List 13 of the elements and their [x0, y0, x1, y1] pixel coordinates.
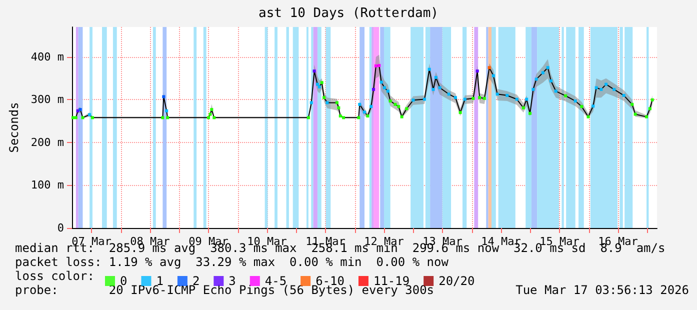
legend-title: loss color: — [15, 269, 94, 283]
chart-title: ast 10 Days (Rotterdam) — [258, 6, 439, 21]
y-tick-label: 0 — [57, 222, 64, 234]
y-tick-label: 200 m — [30, 136, 64, 149]
text: Tue Mar 17 03:56:13 2026 — [516, 283, 689, 297]
legend-label: 3 — [228, 274, 236, 288]
legend-label: 20/20 — [438, 274, 475, 288]
y-tick-label: 400 m — [30, 50, 64, 64]
legend-label: 1 — [156, 274, 164, 288]
y-tick-label: 300 m — [30, 93, 64, 106]
y-tick-label: 100 m — [30, 178, 64, 192]
y-axis-title: Seconds — [7, 102, 21, 153]
text: packet loss: 1.19 % avg 33.29 % max 0.00 % min 0.00 % now — [15, 255, 450, 269]
